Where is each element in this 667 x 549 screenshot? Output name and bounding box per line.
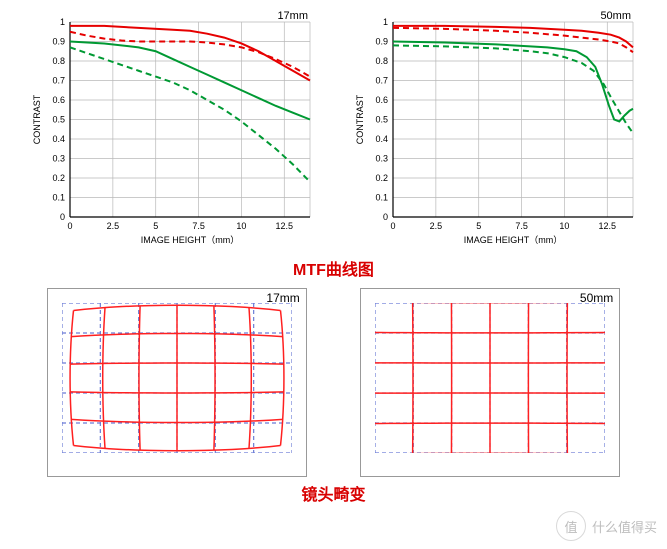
svg-text:10: 10 xyxy=(560,221,570,231)
svg-text:0: 0 xyxy=(391,221,396,231)
svg-text:CONTRAST: CONTRAST xyxy=(355,94,365,144)
mtf-chart-17mm: 0 2.5 5 7.5 10 12.5 0 0.1 0.2 0.3 0.4 0.5 0.6 0.7 0.8 0… xyxy=(28,8,316,252)
svg-text:0.1: 0.1 xyxy=(52,193,65,203)
svg-text:12.5: 12.5 xyxy=(275,221,293,231)
svg-text:50mm: 50mm xyxy=(601,10,632,22)
distortion-panel-50mm: 50mm xyxy=(360,288,620,477)
distortion-row: 17mm 50mm xyxy=(0,280,667,477)
distortion-panel-17mm: 17mm xyxy=(47,288,307,477)
watermark-text: 什么值得买 xyxy=(592,517,657,536)
svg-text:0.6: 0.6 xyxy=(52,95,65,105)
watermark: 值 什么值得买 xyxy=(556,511,657,541)
svg-text:0.5: 0.5 xyxy=(376,115,389,125)
distortion-label: 50mm xyxy=(580,291,613,305)
svg-text:0.4: 0.4 xyxy=(52,134,65,144)
watermark-icon: 值 xyxy=(556,511,586,541)
svg-text:0: 0 xyxy=(67,221,72,231)
svg-text:5: 5 xyxy=(476,221,481,231)
svg-text:0.3: 0.3 xyxy=(376,154,389,164)
svg-text:17mm: 17mm xyxy=(277,10,308,22)
svg-text:CONTRAST: CONTRAST xyxy=(32,94,42,144)
svg-text:0.9: 0.9 xyxy=(52,37,65,47)
svg-text:IMAGE HEIGHT（mm）: IMAGE HEIGHT（mm） xyxy=(141,235,240,245)
svg-text:0.2: 0.2 xyxy=(376,173,389,183)
svg-text:1: 1 xyxy=(383,17,388,27)
mtf-title: MTF曲线图 xyxy=(0,256,667,280)
svg-text:0.4: 0.4 xyxy=(376,134,389,144)
svg-text:0.8: 0.8 xyxy=(376,56,389,66)
distortion-label: 17mm xyxy=(266,291,299,305)
svg-text:0.6: 0.6 xyxy=(376,95,389,105)
svg-text:10: 10 xyxy=(236,221,246,231)
svg-text:0.1: 0.1 xyxy=(376,193,389,203)
svg-text:1: 1 xyxy=(60,17,65,27)
svg-text:0.5: 0.5 xyxy=(52,115,65,125)
svg-text:0: 0 xyxy=(383,212,388,222)
svg-text:0: 0 xyxy=(60,212,65,222)
svg-text:IMAGE HEIGHT（mm）: IMAGE HEIGHT（mm） xyxy=(464,235,563,245)
svg-text:0.7: 0.7 xyxy=(376,76,389,86)
svg-text:7.5: 7.5 xyxy=(192,221,205,231)
svg-text:0.2: 0.2 xyxy=(52,173,65,183)
svg-text:7.5: 7.5 xyxy=(516,221,529,231)
mtf-row: 02.557.51012.500.10.20.30.40.50.60.70.80… xyxy=(0,0,667,252)
svg-text:2.5: 2.5 xyxy=(106,221,119,231)
svg-text:0.8: 0.8 xyxy=(52,56,65,66)
distortion-title: 镜头畸变 xyxy=(0,481,667,505)
svg-text:12.5: 12.5 xyxy=(599,221,617,231)
mtf-chart-50mm: 0 2.5 5 7.5 10 12.5 0 0.1 0.2 0.3 0.4 0.5 0.6 0.7 0.8 0… xyxy=(351,8,639,252)
svg-text:5: 5 xyxy=(153,221,158,231)
svg-text:0.9: 0.9 xyxy=(376,37,389,47)
svg-text:2.5: 2.5 xyxy=(430,221,443,231)
svg-text:0.3: 0.3 xyxy=(52,154,65,164)
svg-text:0.7: 0.7 xyxy=(52,76,65,86)
